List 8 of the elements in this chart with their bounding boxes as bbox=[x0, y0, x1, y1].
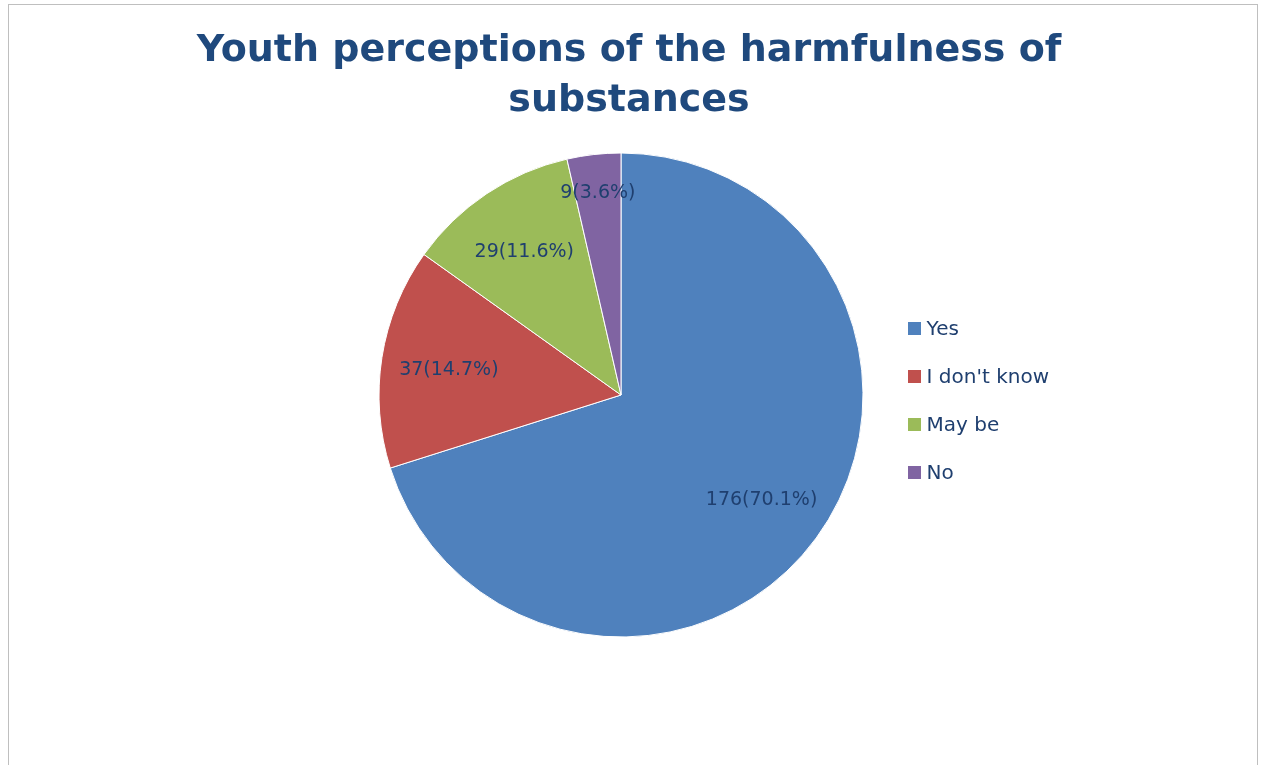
legend-label: May be bbox=[926, 411, 1000, 438]
data-label: 29(11.6%) bbox=[474, 239, 574, 262]
chart-title: Youth perceptions of the harmfulness of substances bbox=[195, 25, 1063, 122]
legend-label: Yes bbox=[926, 315, 959, 342]
data-label: 37(14.7%) bbox=[399, 356, 499, 379]
data-label: 176(70.1%) bbox=[705, 486, 818, 509]
legend-label: No bbox=[926, 459, 954, 486]
legend-label: I don't know bbox=[926, 363, 1049, 390]
